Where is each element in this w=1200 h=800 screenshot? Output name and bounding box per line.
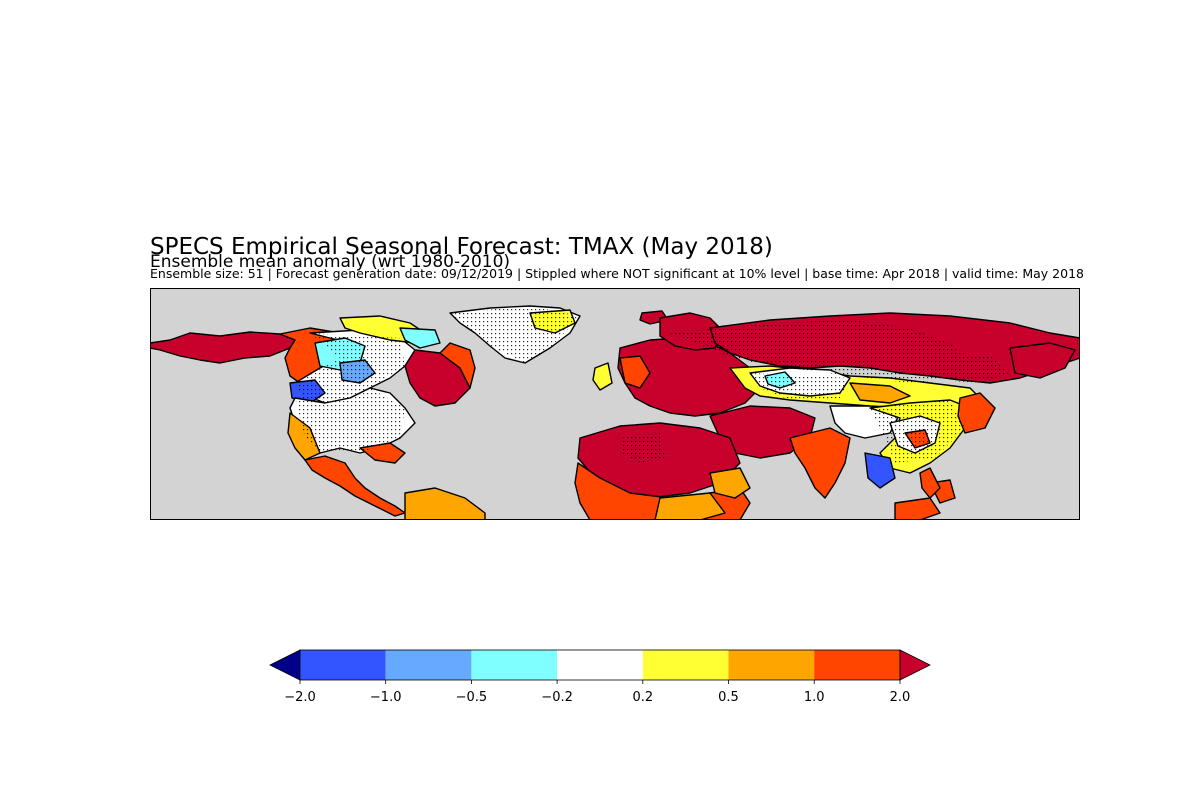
map-subtitle: Ensemble mean anomaly (wrt 1980-2010) — [150, 252, 511, 272]
stipple-greenland — [450, 306, 580, 363]
stipple-central-asia — [750, 373, 850, 400]
stipple-usa — [295, 388, 405, 453]
colorbar-tick-label: 0.5 — [718, 690, 739, 705]
colorbar-outline — [299, 649, 901, 681]
stipple-canada — [295, 333, 405, 403]
colorbar-ticks — [299, 680, 901, 684]
stipple-eurasia — [670, 320, 970, 383]
colorbar-bin-7 — [814, 650, 900, 680]
colorbar-bin-1 — [300, 650, 386, 680]
europe-warm-orange — [619, 355, 651, 389]
colorbar-bin-5 — [642, 650, 729, 680]
colorbar-bin-2 — [385, 650, 472, 680]
africa-orange-patch — [654, 492, 726, 520]
colorbar-bin-3 — [471, 650, 558, 680]
colorbar: −2.0 −1.0 −0.5 −0.2 0.2 0.5 1.0 2.0 — [269, 649, 931, 705]
colorbar-tick-label: 2.0 — [890, 690, 911, 705]
stipple-overlay — [295, 306, 1010, 463]
colorbar-tick-label: −0.2 — [541, 690, 573, 705]
southeast-asia-cold — [864, 452, 896, 489]
india-region — [789, 427, 851, 499]
caspian-orange — [849, 382, 911, 404]
colorbar-tick-label: 0.2 — [632, 690, 653, 705]
colorbar-bin-4 — [557, 650, 643, 680]
ethiopia-region — [709, 467, 751, 499]
colorbar-tick-label: −0.5 — [456, 690, 488, 705]
colorbar-low-extend — [269, 649, 301, 681]
colorbar-bin-6 — [728, 650, 815, 680]
map-info-line: Ensemble size: 51 | Forecast generation … — [150, 266, 1084, 281]
forecast-map — [150, 288, 1080, 520]
labrador-region — [439, 342, 476, 389]
colorbar-high-extend — [899, 649, 931, 681]
alaska-region — [150, 331, 296, 364]
colorbar-tick-label: −1.0 — [370, 690, 402, 705]
philippines-region — [919, 467, 941, 499]
borneo-region — [894, 497, 941, 520]
stipple-east-asia — [870, 400, 965, 463]
arctic-islands-cold — [399, 327, 441, 349]
stipple-sahara — [620, 433, 665, 463]
colorbar-tick-label: 1.0 — [804, 690, 825, 705]
map-frame — [150, 288, 1080, 520]
far-east-region — [1009, 342, 1076, 379]
map-title: SPECS Empirical Seasonal Forecast: TMAX … — [150, 234, 773, 260]
stipple-russia-east — [920, 356, 1010, 383]
britain-region — [592, 362, 613, 391]
south-america-region — [404, 487, 486, 520]
colorbar-tick-label: −2.0 — [284, 690, 316, 705]
